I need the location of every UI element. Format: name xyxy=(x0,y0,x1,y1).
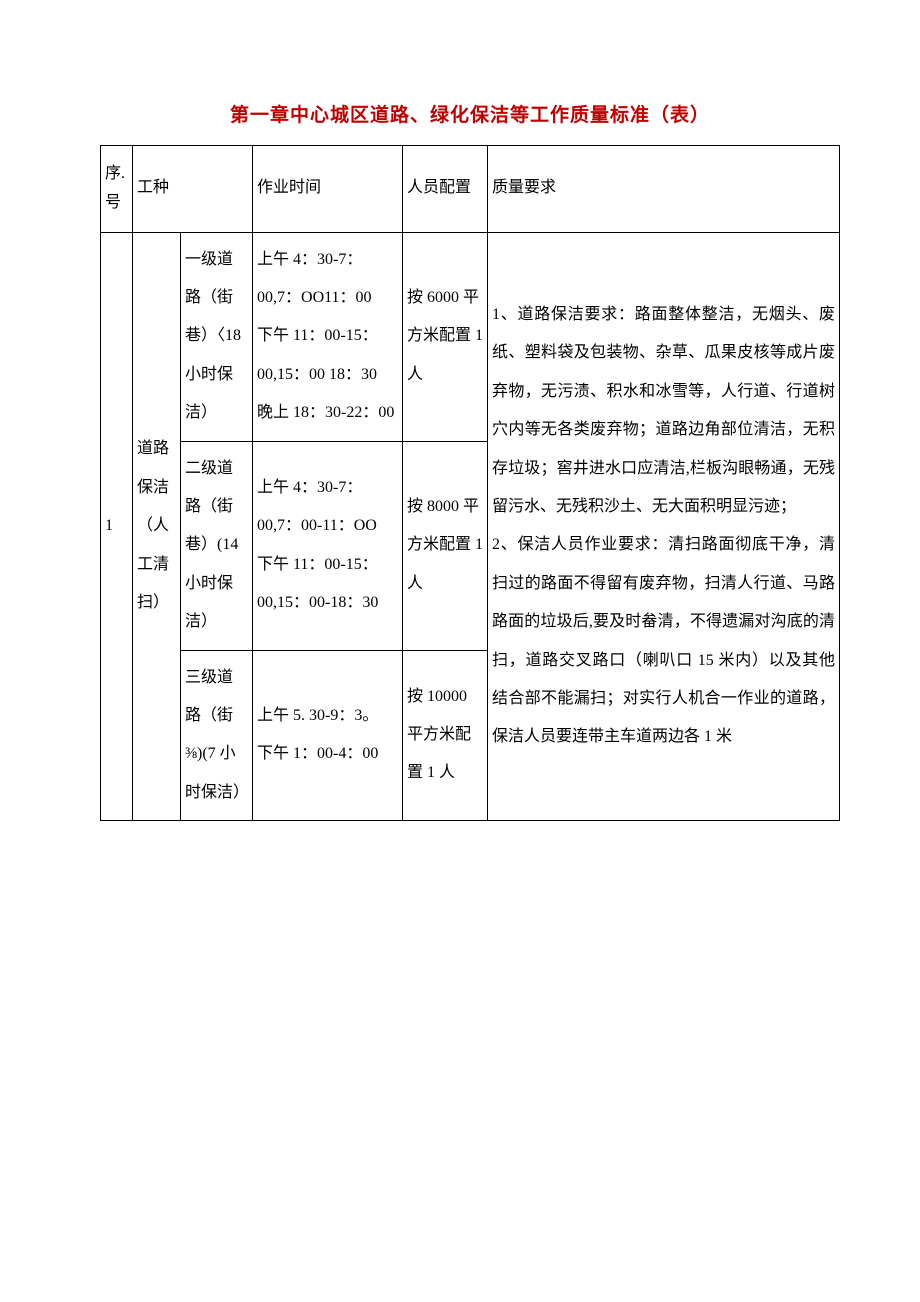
cell-level2-staff: 按 8000 平方米配置 1 人 xyxy=(403,441,488,650)
cell-level2-name: 二级道路（街巷）(14 小时保洁） xyxy=(181,441,253,650)
table-header-row: 序. 号 工种 作业时间 人员配置 质量要求 xyxy=(101,146,840,233)
table-row: 1 道路保洁（人工清扫） 一级道路（街巷）〈18 小时保洁） 上午 4：30-7… xyxy=(101,232,840,441)
cell-level3-name: 三级道路（街⅜)(7 小时保洁） xyxy=(181,650,253,821)
cell-level1-name: 一级道路（街巷）〈18 小时保洁） xyxy=(181,232,253,441)
cell-level3-staff: 按 10000 平方米配置 1 人 xyxy=(403,650,488,821)
header-staff: 人员配置 xyxy=(403,146,488,233)
cell-seq: 1 xyxy=(101,232,133,820)
header-type: 工种 xyxy=(133,146,253,233)
header-quality: 质量要求 xyxy=(488,146,840,233)
standards-table: 序. 号 工种 作业时间 人员配置 质量要求 1 道路保洁（人工清扫） 一级道路… xyxy=(100,145,840,821)
header-seq: 序. 号 xyxy=(101,146,133,233)
cell-type-main: 道路保洁（人工清扫） xyxy=(133,232,181,820)
cell-level3-time: 上午 5. 30-9：3。 下午 1：00-4：00 xyxy=(253,650,403,821)
cell-level1-time: 上午 4：30-7：00,7：OO11：00 下午 11：00-15：00,15… xyxy=(253,232,403,441)
cell-quality: 1、道路保洁要求：路面整体整洁，无烟头、废纸、塑料袋及包装物、杂草、瓜果皮核等成… xyxy=(488,232,840,820)
cell-level1-staff: 按 6000 平方米配置 1 人 xyxy=(403,232,488,441)
cell-level2-time: 上午 4：30-7：00,7：00-11：OO 下午 11：00-15：00,1… xyxy=(253,441,403,650)
document-title: 第一章中心城区道路、绿化保洁等工作质量标准（表） xyxy=(100,100,840,127)
header-time: 作业时间 xyxy=(253,146,403,233)
